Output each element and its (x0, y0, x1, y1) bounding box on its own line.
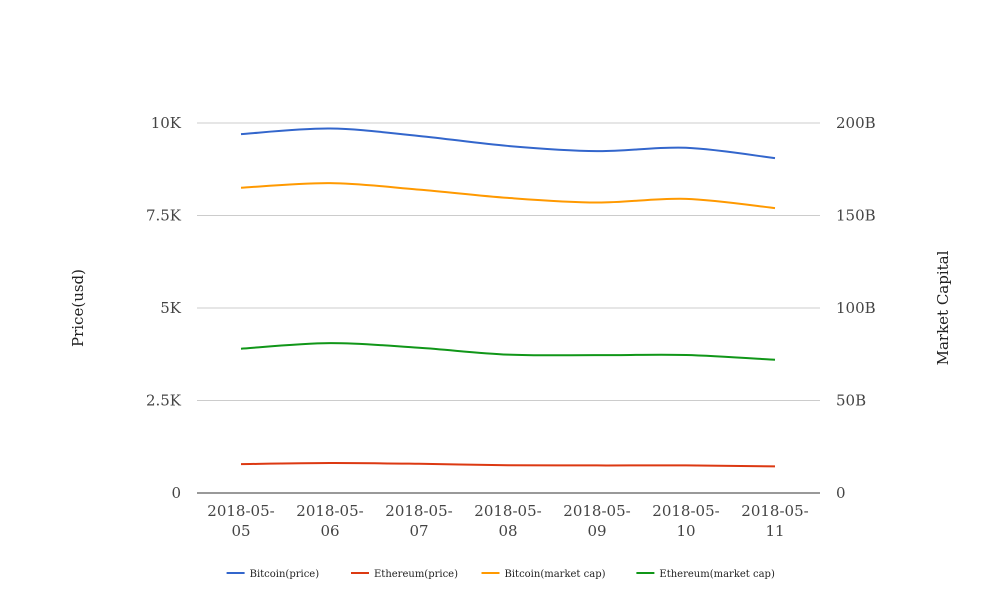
series-line-bitcoin-market-cap (240, 182, 776, 210)
x-tick-label-line: 2018-05- (652, 502, 719, 520)
x-tick-label-line: 2018-05- (741, 502, 808, 520)
legend-item[interactable]: Bitcoin(market cap) (481, 569, 606, 580)
legend: Bitcoin(price) Ethereum(price) Bitcoin(mar… (226, 569, 775, 580)
legend-item[interactable]: Ethereum(price) (351, 569, 458, 580)
x-tick-label-line: 05 (231, 522, 250, 540)
x-tick-label: 2018-05- 10 (652, 502, 719, 540)
legend-label: Ethereum(market cap) (659, 569, 775, 580)
y-left-tick-label: 0 (171, 484, 181, 502)
x-tick-label-line: 06 (320, 522, 339, 540)
legend-label: Bitcoin(price) (250, 569, 320, 580)
x-tick-label-line: 2018-05- (563, 502, 630, 520)
x-tick-label-line: 07 (409, 522, 428, 540)
y-left-axis-title: Price(usd) (69, 269, 87, 347)
x-tick-label-line: 2018-05- (296, 502, 363, 520)
legend-label: Ethereum(price) (374, 569, 458, 580)
legend-label: Bitcoin(market cap) (505, 569, 606, 580)
x-tick-label: 2018-05- 07 (385, 502, 452, 540)
y-left-tick-label: 5K (160, 299, 182, 317)
y-right-tick-label: 50B (836, 392, 866, 410)
x-tick-label-line: 2018-05- (385, 502, 452, 520)
x-tick-label-line: 08 (498, 522, 517, 540)
legend-item[interactable]: Ethereum(market cap) (636, 569, 775, 580)
axes: 0 2.5K 5K 7.5K 10K 0 50B 100B 150B 200B 2018-05- 05… (69, 114, 952, 540)
x-tick-label: 2018-05- 08 (474, 502, 541, 540)
gridlines (197, 122, 820, 401)
series-line-bitcoin-price (240, 127, 776, 160)
series-line-ethereum-price (240, 462, 776, 468)
x-tick-label-line: 2018-05- (474, 502, 541, 520)
x-tick-label: 2018-05- 05 (207, 502, 274, 540)
y-right-tick-label: 0 (836, 484, 846, 502)
y-right-tick-label: 100B (836, 299, 876, 317)
series-line-ethereum-market-cap (240, 342, 776, 361)
x-tick-label: 2018-05- 09 (563, 502, 630, 540)
x-tick-label-line: 09 (587, 522, 606, 540)
x-tick-label-line: 2018-05- (207, 502, 274, 520)
x-tick-label: 2018-05- 06 (296, 502, 363, 540)
x-tick-label-line: 11 (765, 522, 784, 540)
x-tick-label-line: 10 (676, 522, 695, 540)
y-right-axis-title: Market Capital (934, 250, 952, 365)
y-left-tick-label: 10K (151, 114, 182, 132)
y-left-tick-label: 7.5K (146, 207, 182, 225)
series-lines (240, 127, 776, 468)
y-right-tick-label: 150B (836, 207, 876, 225)
y-right-tick-label: 200B (836, 114, 876, 132)
legend-item[interactable]: Bitcoin(price) (226, 569, 320, 580)
y-left-tick-label: 2.5K (146, 392, 182, 410)
x-tick-label: 2018-05- 11 (741, 502, 808, 540)
